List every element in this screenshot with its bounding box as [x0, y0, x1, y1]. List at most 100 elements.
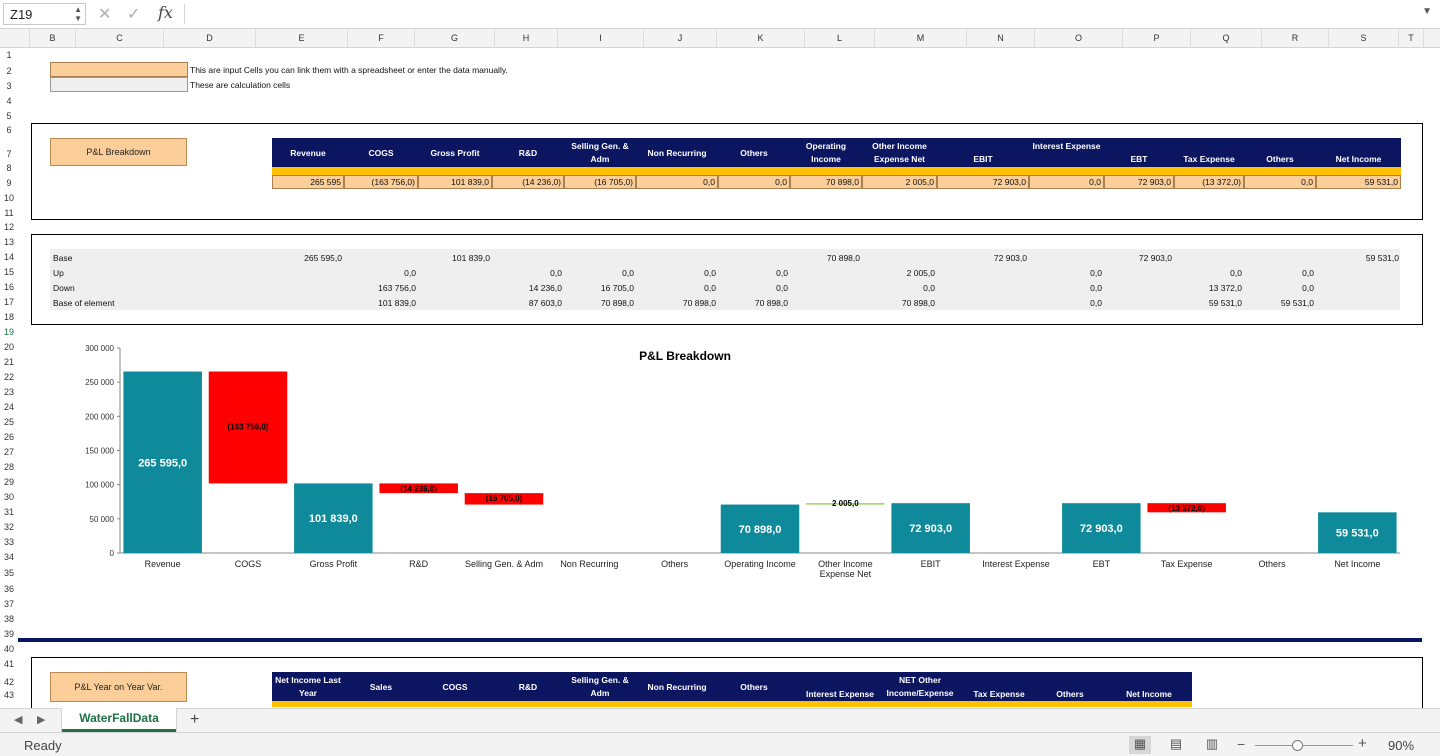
- column-header-n[interactable]: N: [967, 29, 1035, 48]
- row-header-35[interactable]: 35: [3, 568, 14, 578]
- row-header-8[interactable]: 8: [6, 163, 12, 173]
- name-box[interactable]: Z19 ▲ ▼: [3, 3, 86, 25]
- pl-value-6[interactable]: 0,0: [718, 175, 790, 189]
- row-header-31[interactable]: 31: [3, 507, 14, 517]
- waterfall-chart[interactable]: P&L Breakdown 0 50 000 100 000 150 000 200 0…: [50, 338, 1410, 588]
- row-header-17[interactable]: 17: [3, 297, 14, 307]
- row-header-36[interactable]: 36: [3, 584, 14, 594]
- row-header-27[interactable]: 27: [3, 447, 14, 457]
- column-header-o[interactable]: O: [1035, 29, 1123, 48]
- column-header-k[interactable]: K: [717, 29, 805, 48]
- tab-scroll-right-icon[interactable]: ▶: [37, 714, 46, 726]
- expand-formula-bar-icon[interactable]: ▼: [1422, 6, 1432, 17]
- column-header-m[interactable]: M: [875, 29, 967, 48]
- worksheet-grid[interactable]: This are input Cells you can link them w…: [18, 48, 1440, 708]
- row-header-42[interactable]: 42: [3, 677, 14, 687]
- row-header-12[interactable]: 12: [3, 222, 14, 232]
- column-header-d[interactable]: D: [164, 29, 256, 48]
- row-header-33[interactable]: 33: [3, 537, 14, 547]
- bar-down-4[interactable]: [464, 493, 544, 505]
- row-header-37[interactable]: 37: [3, 599, 14, 609]
- column-header-i[interactable]: I: [558, 29, 644, 48]
- sheet-tab-waterfalldata[interactable]: WaterFallData: [62, 708, 176, 732]
- row-header-4[interactable]: 4: [6, 96, 12, 106]
- pl-value-3[interactable]: (14 236,0): [492, 175, 564, 189]
- insert-function-icon[interactable]: fx: [158, 3, 173, 22]
- page-break-view-icon[interactable]: ▥: [1205, 736, 1219, 751]
- row-header-21[interactable]: 21: [3, 357, 14, 367]
- pl-value-5[interactable]: 0,0: [636, 175, 718, 189]
- pl-value-4[interactable]: (16 705,0): [564, 175, 636, 189]
- column-header-e[interactable]: E: [256, 29, 348, 48]
- bar-base-0[interactable]: [123, 371, 202, 553]
- normal-view-icon[interactable]: ▦: [1129, 736, 1151, 754]
- zoom-slider-thumb[interactable]: [1292, 740, 1303, 751]
- select-all-corner[interactable]: [0, 29, 30, 48]
- bar-down-1[interactable]: [208, 371, 288, 484]
- pl-value-13[interactable]: 0,0: [1244, 175, 1316, 189]
- zoom-out-icon[interactable]: −: [1237, 736, 1246, 752]
- row-header-43[interactable]: 43: [3, 690, 14, 700]
- row-header-9[interactable]: 9: [6, 178, 12, 188]
- bar-base-2[interactable]: [294, 483, 373, 553]
- column-header-r[interactable]: R: [1262, 29, 1329, 48]
- pl-value-10[interactable]: 0,0: [1029, 175, 1104, 189]
- row-header-13[interactable]: 13: [3, 237, 14, 247]
- row-header-6[interactable]: 6: [6, 125, 12, 135]
- pl-value-9[interactable]: 72 903,0: [937, 175, 1029, 189]
- bar-up-8[interactable]: [806, 503, 885, 505]
- row-header-1[interactable]: 1: [6, 50, 12, 60]
- column-header-h[interactable]: H: [495, 29, 558, 48]
- row-header-23[interactable]: 23: [3, 387, 14, 397]
- cancel-icon[interactable]: ✕: [98, 6, 112, 23]
- bar-base-7[interactable]: [720, 504, 800, 553]
- row-header-7[interactable]: 7: [6, 149, 12, 159]
- row-header-10[interactable]: 10: [3, 193, 14, 203]
- row-header-2[interactable]: 2: [6, 66, 12, 76]
- bar-base-9[interactable]: [891, 503, 970, 553]
- column-header-t[interactable]: T: [1399, 29, 1424, 48]
- column-header-q[interactable]: Q: [1191, 29, 1262, 48]
- pl-value-1[interactable]: (163 756,0): [344, 175, 418, 189]
- column-header-s[interactable]: S: [1329, 29, 1399, 48]
- row-header-16[interactable]: 16: [3, 282, 14, 292]
- row-header-39[interactable]: 39: [3, 629, 14, 639]
- row-header-40[interactable]: 40: [3, 644, 14, 654]
- row-header-22[interactable]: 22: [3, 372, 14, 382]
- row-header-5[interactable]: 5: [6, 111, 12, 121]
- name-box-spinner-icon[interactable]: ▲ ▼: [74, 5, 82, 23]
- row-header-15[interactable]: 15: [3, 267, 14, 277]
- row-header-25[interactable]: 25: [3, 417, 14, 427]
- row-header-30[interactable]: 30: [3, 492, 14, 502]
- pl-value-11[interactable]: 72 903,0: [1104, 175, 1174, 189]
- bar-base-11[interactable]: [1062, 503, 1141, 553]
- tab-scroll-left-icon[interactable]: ◀: [14, 714, 23, 726]
- column-header-p[interactable]: P: [1123, 29, 1191, 48]
- pl-value-0[interactable]: 265 595: [272, 175, 344, 189]
- row-header-26[interactable]: 26: [3, 432, 14, 442]
- row-header-28[interactable]: 28: [3, 462, 14, 472]
- pl-value-8[interactable]: 2 005,0: [862, 175, 937, 189]
- bar-down-12[interactable]: [1147, 503, 1226, 513]
- row-header-29[interactable]: 29: [3, 477, 14, 487]
- row-header-11[interactable]: 11: [4, 208, 14, 218]
- column-header-f[interactable]: F: [348, 29, 415, 48]
- row-header-34[interactable]: 34: [3, 552, 14, 562]
- bar-base-14[interactable]: [1318, 512, 1397, 553]
- column-header-l[interactable]: L: [805, 29, 875, 48]
- yoy-button[interactable]: P&L Year on Year Var.: [50, 672, 187, 702]
- row-header-38[interactable]: 38: [3, 614, 14, 624]
- bar-down-3[interactable]: [379, 483, 458, 494]
- page-layout-view-icon[interactable]: ▤: [1169, 736, 1183, 751]
- row-header-41[interactable]: 41: [3, 659, 14, 669]
- row-header-19[interactable]: 19: [3, 327, 14, 337]
- enter-icon[interactable]: ✓: [127, 6, 141, 23]
- zoom-in-icon[interactable]: +: [1358, 735, 1367, 752]
- row-header-20[interactable]: 20: [3, 342, 14, 352]
- column-header-g[interactable]: G: [415, 29, 495, 48]
- pl-value-12[interactable]: (13 372,0): [1174, 175, 1244, 189]
- row-header-14[interactable]: 14: [3, 252, 14, 262]
- column-header-j[interactable]: J: [644, 29, 717, 48]
- row-header-24[interactable]: 24: [3, 402, 14, 412]
- row-header-32[interactable]: 32: [3, 522, 14, 532]
